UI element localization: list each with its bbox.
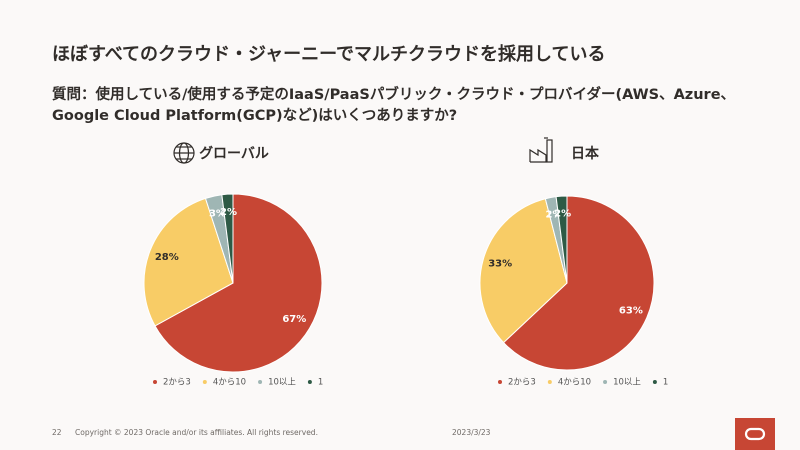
data-label: 63% — [619, 306, 643, 317]
oracle-logo — [735, 418, 775, 450]
data-label: 28% — [155, 252, 179, 263]
data-label: 3% — [209, 209, 226, 220]
data-label: 33% — [488, 259, 512, 270]
logo-mark — [744, 427, 766, 441]
legend-label: 10以上 — [268, 378, 296, 388]
legend-marker — [307, 380, 312, 384]
legend-label: 2から3 — [508, 378, 536, 388]
question: 質問：使用している/使用する予定のIaaS/PaaSパブリック・クラウド・プロバ… — [52, 87, 736, 124]
legend-marker — [202, 380, 207, 384]
legend-label: 4から10 — [213, 378, 246, 388]
data-label: 2% — [220, 207, 237, 218]
data-label: 2% — [554, 209, 571, 220]
legend-marker — [603, 380, 608, 384]
legend-marker — [652, 380, 657, 384]
legend-label: 2から3 — [163, 378, 191, 388]
chart-title: 日本 — [571, 145, 600, 162]
data-label: 2% — [545, 210, 562, 221]
pie-slice — [555, 195, 568, 284]
pie-slice — [479, 198, 568, 344]
legend-label: 1 — [663, 378, 668, 388]
legend-marker — [498, 380, 502, 384]
legend-label: 1 — [318, 378, 323, 388]
legend-marker — [153, 380, 157, 384]
legend-marker — [258, 380, 263, 384]
date: 2023/3/23 — [452, 428, 491, 437]
data-label: 67% — [282, 314, 306, 325]
pie-slice — [221, 193, 234, 284]
factory-icon — [529, 137, 553, 163]
globe-icon — [173, 142, 195, 164]
page-number: 22 — [52, 428, 62, 437]
pie-slice — [502, 195, 655, 371]
slide-title: ほぼすべてのクラウド・ジャーニーでマルチクラウドを採用している — [52, 44, 606, 65]
copyright: Copyright © 2023 Oracle and/or its affil… — [75, 428, 318, 437]
legend-label: 10以上 — [613, 378, 641, 388]
legend-label: 4から10 — [558, 378, 591, 388]
legend-marker — [547, 380, 552, 384]
pie-slice — [154, 193, 323, 373]
chart-title: グローバル — [199, 145, 269, 162]
pie-slice — [143, 197, 234, 327]
